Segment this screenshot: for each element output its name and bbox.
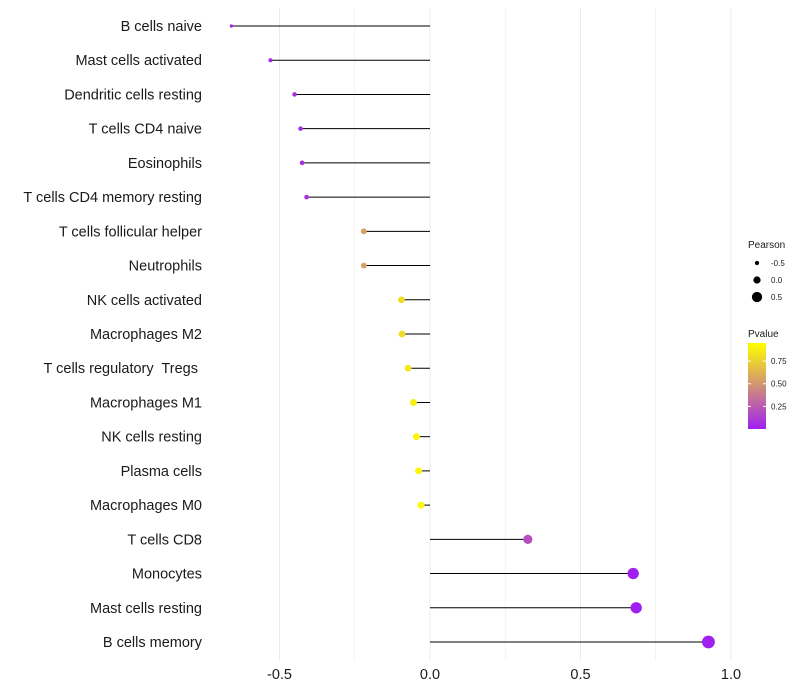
category-label: T cells regulatory Tregs [44,361,203,377]
category-label: T cells CD4 memory resting [23,190,202,206]
color-legend-bar [748,343,766,429]
category-label: Plasma cells [121,464,202,480]
size-legend-key [754,260,760,266]
x-tick-label: 0.0 [420,667,440,683]
lollipop-point [298,126,303,131]
lollipop-point [415,467,423,475]
legend: Pearson Pvalue -0.5 0.0 0.5 0.75 0.50 0.25 [748,240,787,429]
size-legend-label: 0.0 [771,276,783,285]
lollipop-point [417,501,425,509]
x-tick-label: 1.0 [721,667,741,683]
lollipop-point [360,262,367,269]
category-label: T cells CD4 naive [89,122,202,138]
point-layer [229,24,715,649]
category-label: NK cells activated [87,293,202,309]
category-label: T cells CD8 [127,532,202,548]
grid-layer [279,8,732,660]
lollipop-point [630,602,642,614]
segment-layer [231,25,709,643]
x-tick-labels: -0.5 0.0 0.5 1.0 [267,667,741,683]
lollipop-point [627,567,639,580]
category-label: Eosinophils [128,156,202,172]
size-legend-key [753,276,761,284]
lollipop-point [523,534,533,544]
lollipop-point [404,364,412,372]
color-legend-label: 0.50 [771,380,787,389]
size-legend-label: 0.5 [771,293,783,302]
lollipop-point [398,330,406,338]
category-labels: B cells naive Mast cells activated Dendrit… [23,19,202,651]
category-label: Neutrophils [129,259,202,275]
lollipop-point [702,635,715,649]
color-legend-title: Pvalue [748,329,779,340]
category-label: Dendritic cells resting [64,87,202,103]
category-label: Macrophages M0 [90,498,202,514]
category-label: Macrophages M1 [90,395,202,411]
category-label: Mast cells activated [75,53,202,69]
size-legend-label: -0.5 [771,259,785,268]
category-label: Mast cells resting [90,601,202,617]
x-tick-label: 0.5 [570,667,590,683]
color-legend-label: 0.75 [771,357,787,366]
lollipop-point [299,160,305,166]
category-label: NK cells resting [101,430,202,446]
lollipop-point [398,296,405,304]
category-label: B cells memory [103,635,203,651]
category-label: Macrophages M2 [90,327,202,343]
category-label: Monocytes [132,567,202,583]
lollipop-point [360,228,367,235]
lollipop-point [409,398,417,406]
lollipop-point [229,24,233,28]
color-legend-label: 0.25 [771,402,787,411]
x-tick-label: -0.5 [267,667,292,683]
lollipop-point [292,92,297,97]
lollipop-point [412,433,420,441]
lollipop-point [304,194,309,200]
size-legend-key [751,291,763,303]
size-legend-title: Pearson [748,240,785,251]
category-label: B cells naive [121,19,202,35]
lollipop-point [268,58,273,63]
category-label: T cells follicular helper [59,224,202,240]
